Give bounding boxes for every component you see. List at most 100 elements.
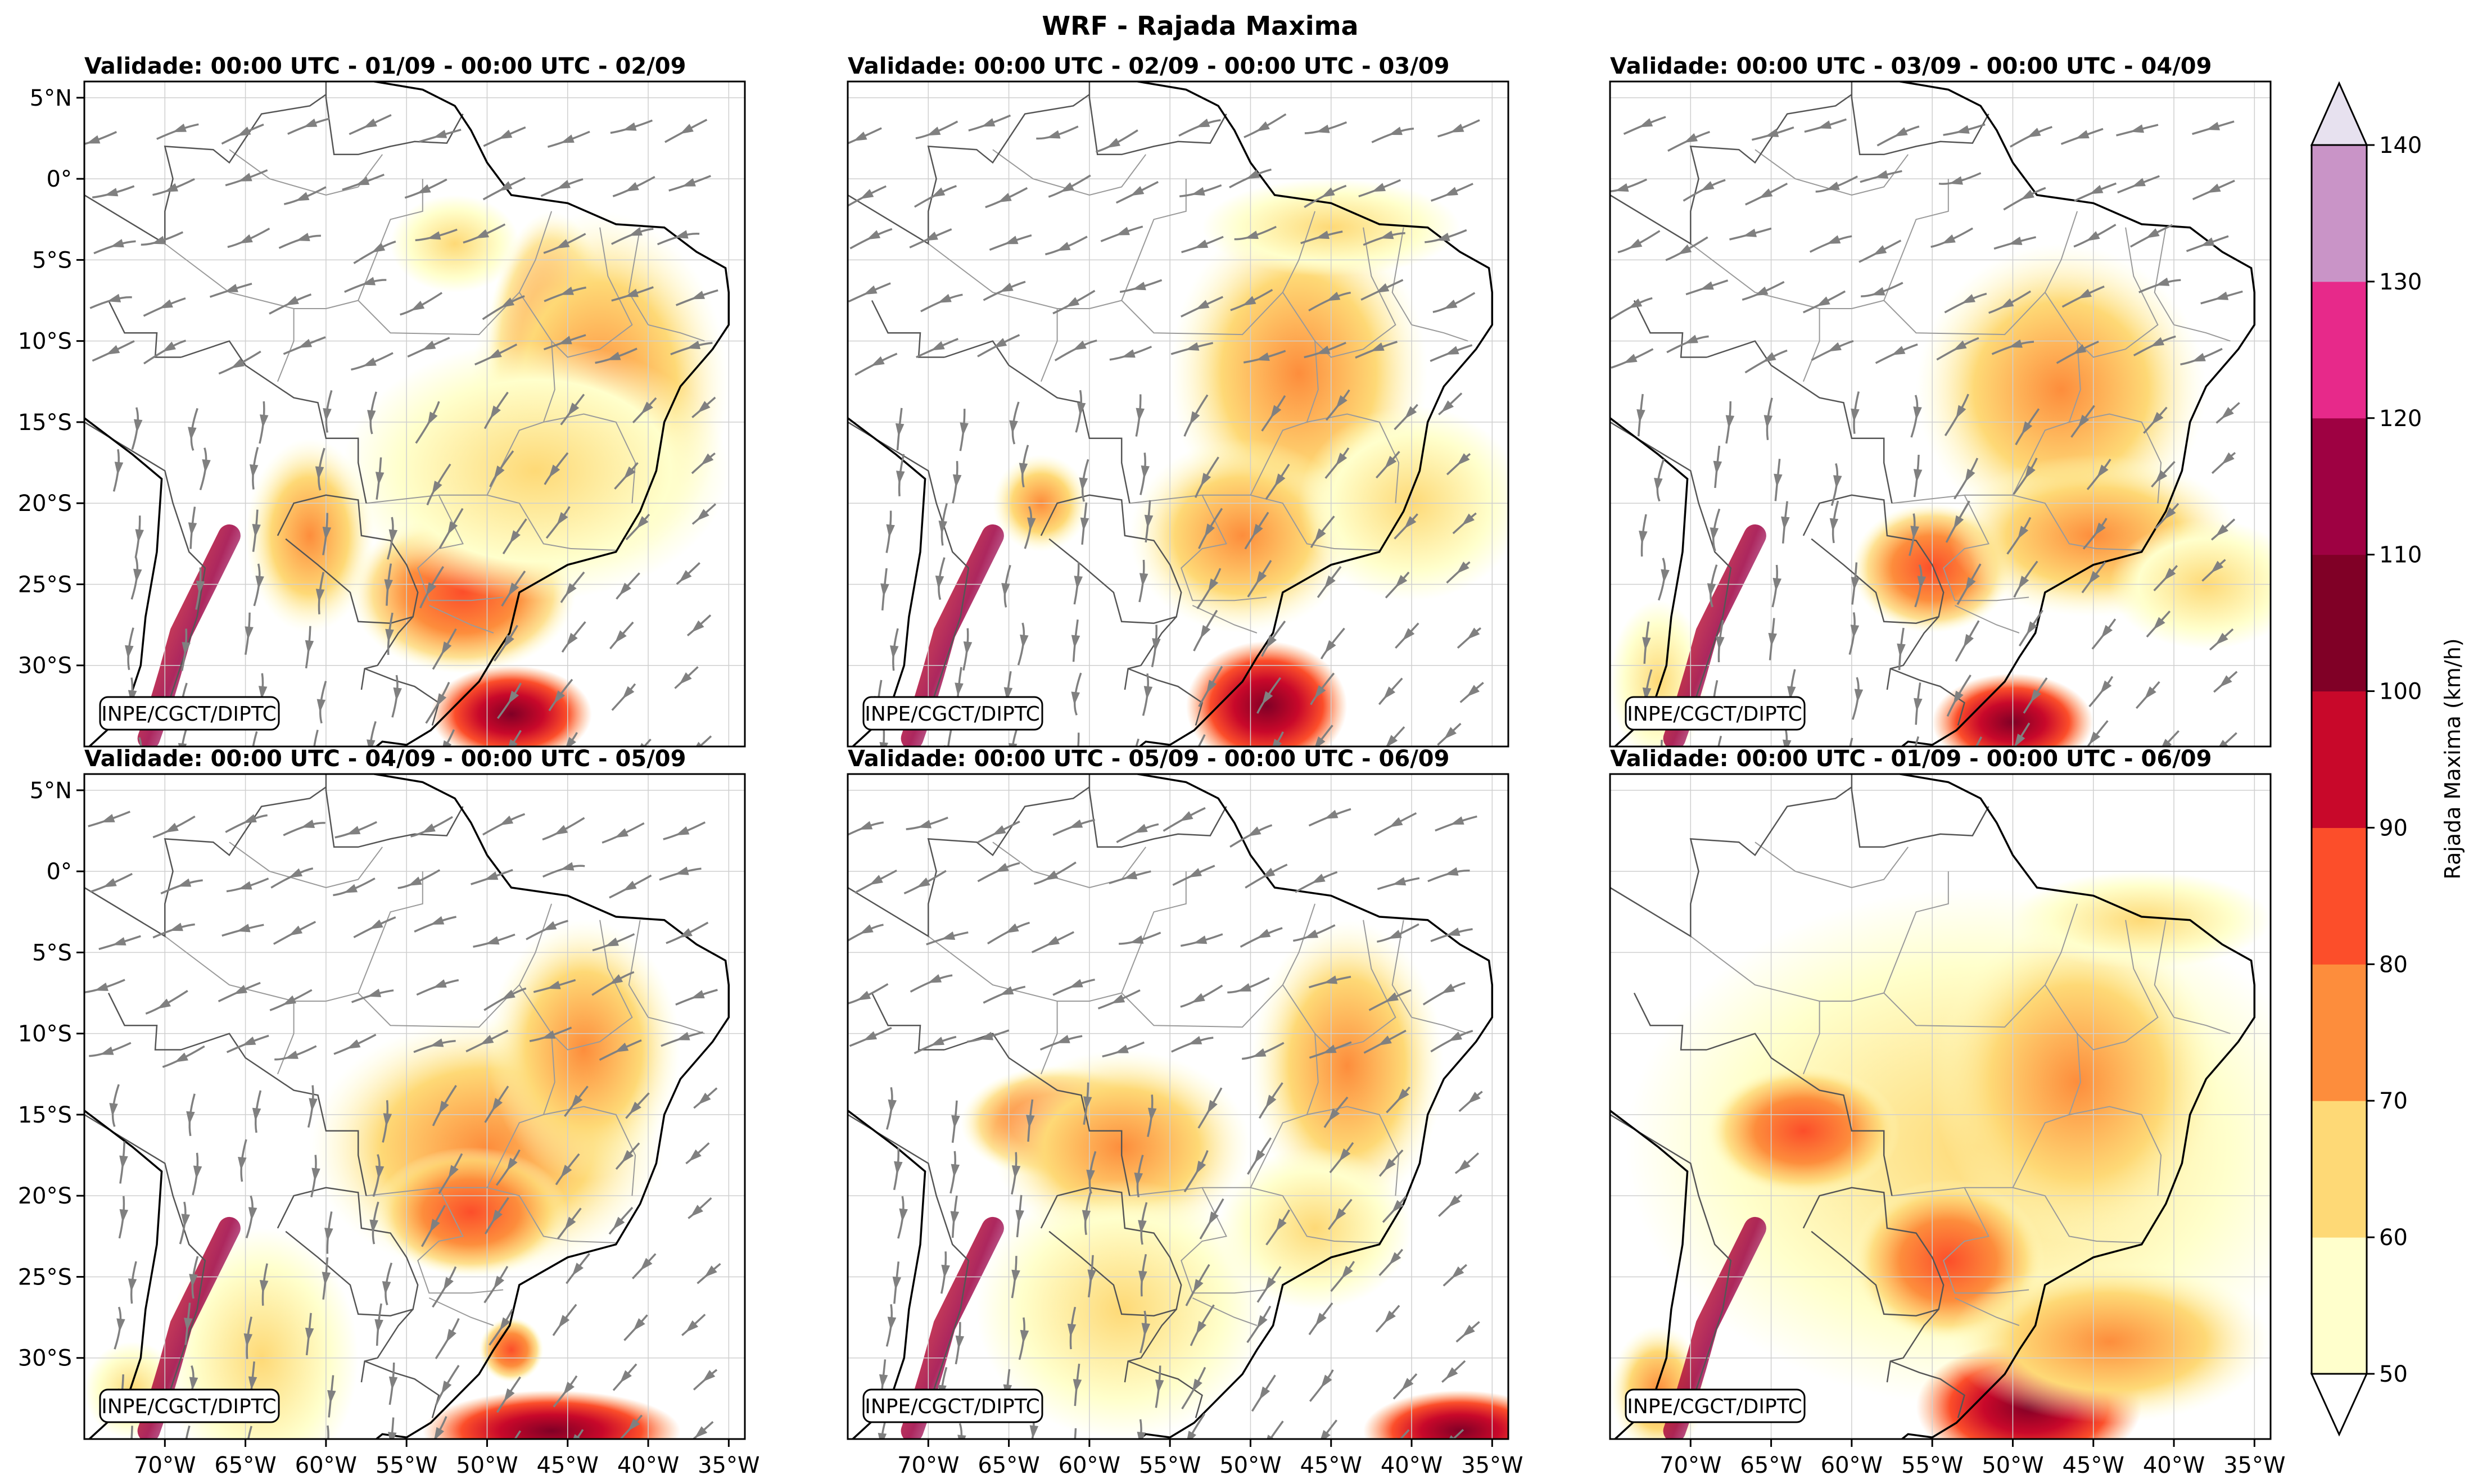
streamline-arrow [103,878,117,888]
streamline-arrow [493,1275,505,1290]
streamline-arrow [1242,296,1256,306]
streamline-arrow [355,177,370,186]
streamline-arrow [560,286,574,295]
state-border [2154,227,2174,325]
streamline-arrow [248,1207,257,1221]
streamline-arrow [636,516,649,529]
state-border [1411,1016,1468,1034]
state-border [1690,243,1852,309]
streamline-arrow [628,227,643,236]
streamline-arrow [546,980,561,989]
streamline-arrow [1194,239,1209,248]
streamline-arrow [1436,233,1450,241]
streamline-arrow [442,740,452,746]
streamline-arrow [1321,187,1335,197]
streamline-arrow [174,1052,188,1062]
panel-title: Validade: 00:00 UTC - 05/09 - 00:00 UTC … [848,746,1449,772]
streamline-arrow [1265,1094,1277,1109]
credit-box [1625,696,1806,731]
state-border [1411,324,1468,342]
streamline-arrow [1445,1367,1458,1379]
streamline-arrow [509,530,521,544]
streamline [130,1426,133,1439]
streamline-arrow [1252,1048,1267,1057]
streamline-arrow [309,1098,318,1112]
streamline-arrow [857,990,871,1001]
streamline-arrow [675,866,689,875]
lat-tick-label: 20°S [18,1183,72,1209]
streamline-arrow [1444,727,1457,739]
streamline-arrow [491,1098,503,1112]
streamline-arrow [1402,628,1415,641]
country-border [1128,1360,1203,1418]
streamline-arrow [696,509,709,521]
streamline-arrow [1027,517,1036,531]
streamline-arrow [295,192,310,201]
streamline-arrow [1710,527,1719,541]
streamline-arrow [895,423,905,437]
country-border [1851,774,1989,848]
streamline-arrow [1204,523,1215,537]
streamline-arrow [169,922,183,931]
streamline-arrow [2088,571,2100,585]
streamline-arrow [1642,637,1651,651]
state-border [1851,291,2081,504]
streamline-arrow [640,743,646,746]
streamline-arrow [1700,281,1714,290]
streamline [947,729,952,746]
streamline-arrow [1056,242,1071,251]
streamline-arrow [2150,337,2164,347]
lon-tick-label: 50°W [1219,1453,1281,1478]
streamline-arrow [1965,577,1976,591]
streamline-arrow [2219,675,2232,687]
streamline-arrow [1375,283,1390,293]
streamline-arrow [931,187,946,197]
country-border [871,992,944,1051]
streamline-arrow [157,998,171,1009]
streamline-arrow [1069,979,1083,988]
streamline [1135,738,1140,746]
streamline-arrow [1073,340,1087,350]
streamline-arrow [1247,826,1261,836]
streamline-arrow [1450,124,1464,133]
state-border [928,243,1089,309]
streamline [1077,732,1080,746]
lat-tick-label: 25°S [18,1264,72,1290]
streamline-arrow [410,301,425,311]
streamline-arrow [1152,638,1161,652]
streamline-arrow [1383,1310,1396,1324]
streamline-arrow [177,878,192,887]
streamline-arrow [1011,1269,1020,1283]
streamline-arrow [917,820,932,829]
gust-area [1948,1260,2271,1423]
lon-tick-label: 35°W [2223,1453,2285,1478]
streamline-arrow [853,132,867,141]
gust-area [431,665,592,746]
streamline-arrow [899,1208,908,1222]
streamline-arrow [432,481,442,495]
streamline-arrow [691,990,705,999]
streamline-arrow [1191,187,1205,196]
streamline-arrow [184,1318,193,1332]
streamline-arrow [1462,1324,1475,1337]
streamline-arrow [1913,469,1923,483]
streamline-arrow [1450,816,1464,825]
streamline [958,1423,963,1439]
streamline-arrow [1000,283,1014,292]
state-border [1282,903,1316,985]
country-border [1610,94,1852,245]
state-border [1314,920,1396,1051]
streamline-arrow [1246,169,1260,179]
streamline-arrow [1115,1044,1129,1053]
map-panel-1: Validade: 00:00 UTC - 01/09 - 00:00 UTC … [18,53,746,748]
streamline-arrow [1914,698,1923,712]
streamline-arrow [433,979,447,988]
streamline-arrow [315,589,325,603]
wind-streamlines [848,113,1484,746]
streamline-arrow [315,466,324,480]
streamline-arrow [475,229,489,239]
streamline-arrow [2008,236,2023,245]
streamline-arrow [1874,170,1889,179]
streamline-arrow [572,1263,584,1276]
streamline-arrow [1208,578,1219,592]
